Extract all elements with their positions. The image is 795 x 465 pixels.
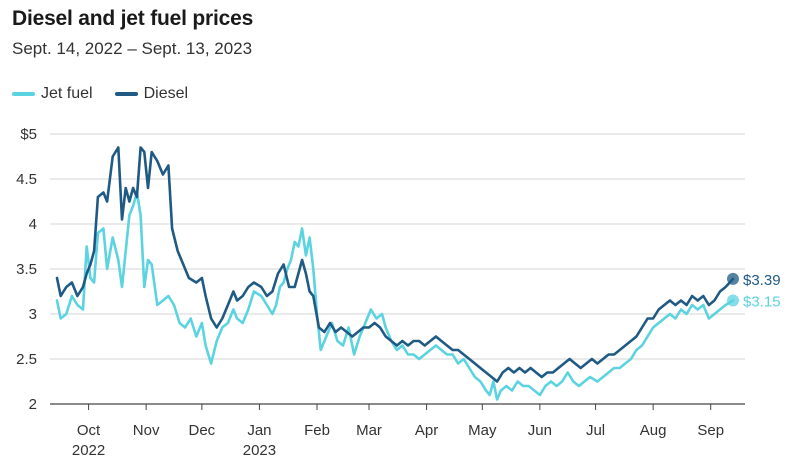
legend-swatch-diesel	[114, 92, 138, 96]
chart-subtitle: Sept. 14, 2022 – Sept. 13, 2023	[12, 39, 253, 58]
chart-title: Diesel and jet fuel prices	[12, 7, 254, 30]
series-line-jet-fuel	[55, 191, 735, 401]
x-tick-label: Sep	[697, 422, 724, 439]
y-tick-label: 2	[29, 396, 37, 413]
y-tick-label: 3	[29, 306, 37, 323]
end-markers: $3.15 $3.39	[727, 272, 781, 311]
x-tick-label: Aug	[640, 422, 667, 439]
x-tick-sublabel: 2022	[72, 442, 105, 459]
legend-label-diesel: Diesel	[143, 85, 189, 102]
legend-label-jet-fuel: Jet fuel	[41, 85, 93, 102]
x-tick-label: Mar	[356, 422, 382, 439]
legend-item-jet-fuel: Jet fuel	[12, 85, 93, 103]
x-tick-label: Apr	[415, 422, 438, 439]
y-axis: $5 4.5 4 3.5 3 2.5 2	[16, 126, 37, 413]
legend-swatch-jet-fuel	[12, 92, 35, 96]
y-tick-label: 4.5	[16, 171, 37, 188]
x-tick-label: Dec	[189, 422, 216, 439]
x-axis: Oct 2022 Nov Dec Jan 2023 Feb Mar Apr May Jun Jul Au…	[72, 404, 724, 459]
y-tick-label: 4	[29, 216, 37, 233]
x-tick-label: Feb	[304, 422, 330, 439]
x-tick-sublabel: 2023	[243, 442, 276, 459]
x-tick-label: May	[468, 422, 497, 439]
x-tick-label: Oct	[77, 422, 101, 439]
y-tick-label: 3.5	[16, 261, 37, 278]
series-line-diesel	[55, 146, 735, 383]
end-marker-jet-fuel	[727, 294, 739, 307]
end-label-diesel: $3.39	[743, 272, 781, 289]
x-tick-label: Jul	[586, 422, 605, 439]
series-lines	[55, 146, 735, 401]
grid-lines	[50, 133, 745, 405]
legend-item-diesel: Diesel	[114, 85, 189, 103]
x-tick-label: Jun	[528, 422, 552, 439]
y-tick-label: 2.5	[16, 351, 37, 368]
x-tick-label: Nov	[133, 422, 160, 439]
chart-legend: Jet fuel Diesel	[12, 85, 210, 103]
y-tick-label: $5	[20, 126, 37, 143]
end-marker-diesel	[727, 272, 739, 285]
end-label-jet-fuel: $3.15	[743, 294, 781, 311]
x-tick-label: Jan	[247, 422, 271, 439]
